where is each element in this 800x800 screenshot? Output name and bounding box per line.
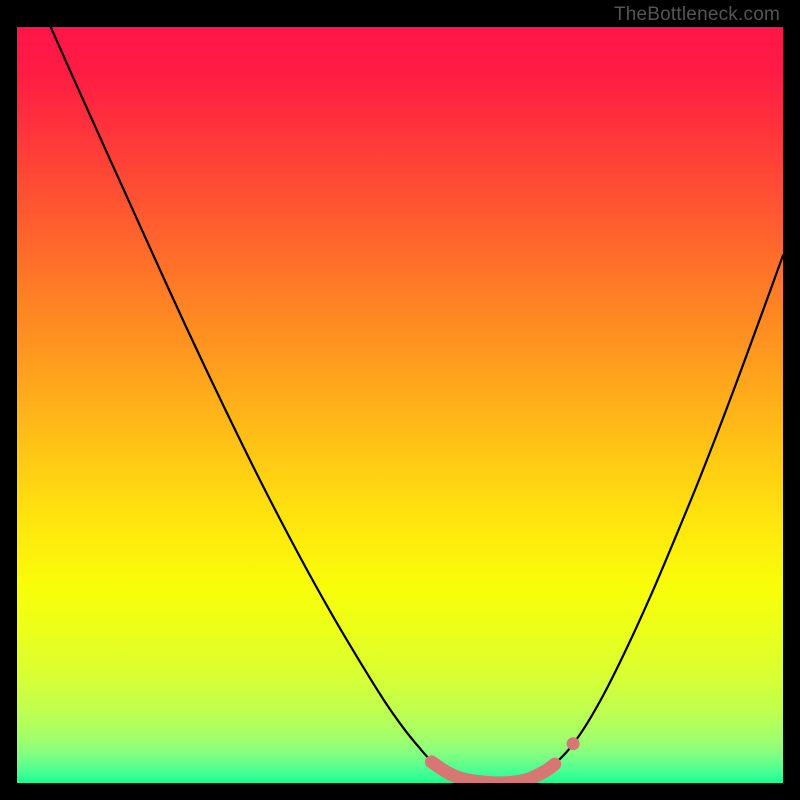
chart-svg bbox=[17, 27, 783, 783]
chart-background bbox=[17, 27, 783, 783]
marker-dot bbox=[567, 737, 580, 750]
chart-container: TheBottleneck.com bbox=[0, 0, 800, 800]
watermark-text: TheBottleneck.com bbox=[614, 4, 780, 26]
plot-area bbox=[17, 27, 783, 783]
